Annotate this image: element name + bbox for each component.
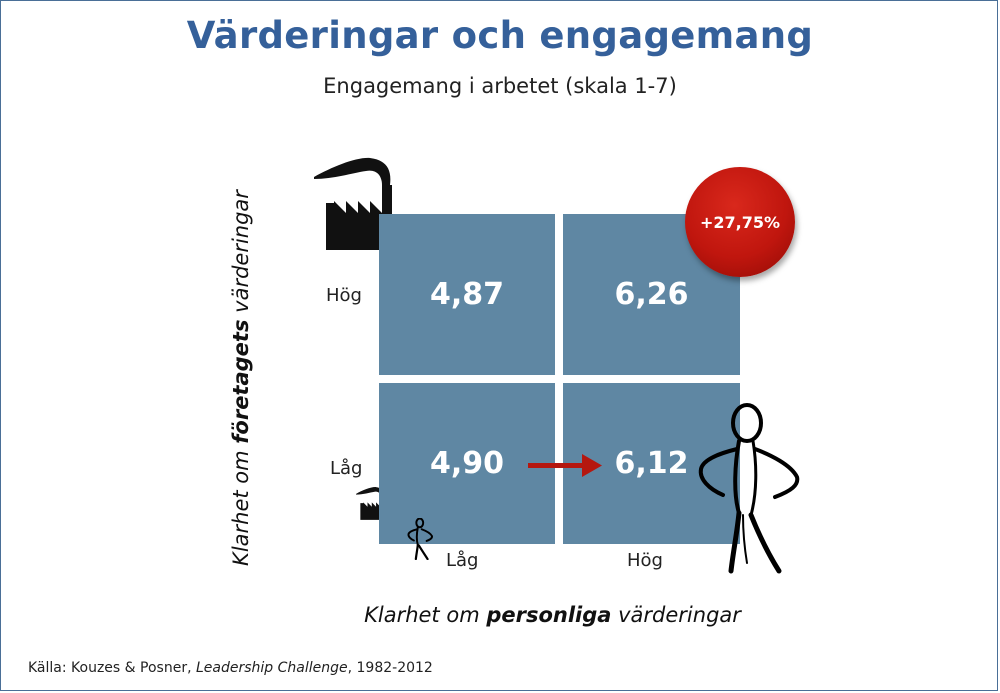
increase-badge: +27,75% [685,167,795,277]
x-axis-prefix: Klarhet om [364,603,487,627]
y-level-high: Hög [326,285,362,306]
x-axis-label: Klarhet om personliga värderingar [0,603,1000,627]
x-axis-emphasis: personliga [486,603,612,627]
slide-subtitle: Engagemang i arbetet (skala 1-7) [323,74,677,98]
stick-figure-large-icon [698,403,800,574]
source-suffix: , 1982-2012 [347,660,433,676]
y-axis-suffix: värderingar [229,190,253,320]
source-citation: Källa: Kouzes & Posner, Leadership Chall… [28,660,433,676]
cell-low-company-high-personal: 6,12 [563,383,740,544]
factory-small-icon [356,487,384,520]
x-axis-suffix: värderingar [611,603,741,627]
cell-low-company-low-personal: 4,90 [379,383,555,544]
cell-high-company-low-personal: 4,87 [379,214,555,375]
y-axis-label: Klarhet om företagets värderingar [229,168,253,588]
arrow-right-icon [528,454,602,477]
y-axis-emphasis: företagets [229,319,253,444]
y-axis-prefix: Klarhet om [229,443,253,566]
factory-large-icon [314,157,392,250]
source-prefix: Källa: Kouzes & Posner, [28,660,196,676]
y-level-low: Låg [330,458,363,479]
stick-figure-small-icon [407,518,434,560]
source-work: Leadership Challenge [195,660,348,676]
slide-title: Värderingar och engagemang [186,14,814,57]
x-level-high: Hög [627,550,663,571]
x-level-low: Låg [446,550,479,571]
